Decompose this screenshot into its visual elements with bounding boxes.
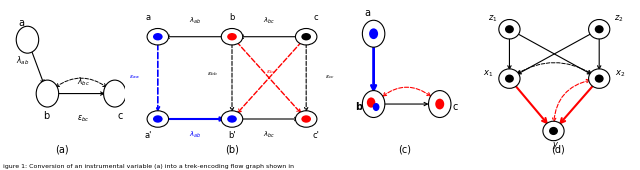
Circle shape — [362, 20, 385, 47]
Text: $\lambda_{bc}$: $\lambda_{bc}$ — [263, 16, 275, 27]
Circle shape — [36, 80, 59, 107]
Text: b: b — [43, 111, 49, 121]
Text: (b): (b) — [225, 145, 239, 155]
Circle shape — [549, 127, 558, 135]
Text: c': c' — [312, 131, 319, 140]
Circle shape — [296, 29, 317, 45]
Circle shape — [595, 74, 604, 83]
Text: (a): (a) — [56, 145, 69, 155]
Circle shape — [589, 20, 610, 39]
Circle shape — [499, 20, 520, 39]
Circle shape — [221, 111, 243, 127]
Circle shape — [221, 29, 243, 45]
Circle shape — [227, 33, 237, 40]
Circle shape — [227, 115, 237, 123]
Circle shape — [505, 25, 514, 33]
Text: $\lambda_{bc}$: $\lambda_{bc}$ — [263, 130, 275, 140]
Text: a: a — [364, 8, 371, 18]
Text: $\epsilon_{cc}$: $\epsilon_{cc}$ — [324, 73, 335, 81]
Text: $z_2$: $z_2$ — [614, 13, 623, 24]
Text: $\epsilon_{bc}$: $\epsilon_{bc}$ — [266, 68, 276, 75]
Circle shape — [435, 99, 444, 109]
Circle shape — [147, 29, 168, 45]
Text: c: c — [314, 13, 318, 22]
Text: $\epsilon_{aa}$: $\epsilon_{aa}$ — [129, 73, 140, 81]
Text: b': b' — [228, 131, 236, 140]
Text: (d): (d) — [552, 145, 565, 155]
Text: c: c — [452, 102, 458, 112]
Circle shape — [595, 25, 604, 33]
Text: $\lambda_{ab}$: $\lambda_{ab}$ — [189, 130, 201, 140]
Circle shape — [301, 115, 311, 123]
Circle shape — [369, 28, 378, 39]
Text: igure 1: Conversion of an instrumental variable (a) into a trek-encoding flow gr: igure 1: Conversion of an instrumental v… — [3, 164, 294, 169]
Circle shape — [367, 97, 376, 108]
Text: (c): (c) — [398, 145, 412, 155]
Text: a: a — [18, 18, 24, 28]
Text: $z_1$: $z_1$ — [488, 13, 498, 24]
Text: $y$: $y$ — [552, 140, 559, 151]
Circle shape — [589, 69, 610, 88]
Text: $\lambda_{bc}$: $\lambda_{bc}$ — [77, 75, 90, 88]
Text: c: c — [117, 111, 122, 121]
Text: b: b — [355, 102, 362, 112]
Circle shape — [429, 91, 451, 117]
Circle shape — [153, 115, 163, 123]
Text: b: b — [229, 13, 235, 22]
Circle shape — [505, 74, 514, 83]
Text: $x_1$: $x_1$ — [483, 69, 493, 79]
Circle shape — [104, 80, 126, 107]
Text: $\lambda_{ab}$: $\lambda_{ab}$ — [16, 54, 29, 67]
Circle shape — [543, 121, 564, 141]
Circle shape — [296, 111, 317, 127]
Circle shape — [362, 91, 385, 117]
Circle shape — [153, 33, 163, 40]
Circle shape — [499, 69, 520, 88]
Text: a': a' — [145, 131, 152, 140]
Text: $\epsilon_{bc}$: $\epsilon_{bc}$ — [77, 114, 90, 124]
Circle shape — [147, 111, 168, 127]
Circle shape — [301, 33, 311, 40]
Text: $\epsilon_{bb}$: $\epsilon_{bb}$ — [207, 70, 218, 78]
Text: $\lambda_{ab}$: $\lambda_{ab}$ — [189, 16, 201, 27]
Circle shape — [372, 103, 380, 111]
Text: a: a — [145, 13, 150, 22]
Circle shape — [16, 26, 38, 53]
Text: $x_2$: $x_2$ — [615, 69, 625, 79]
